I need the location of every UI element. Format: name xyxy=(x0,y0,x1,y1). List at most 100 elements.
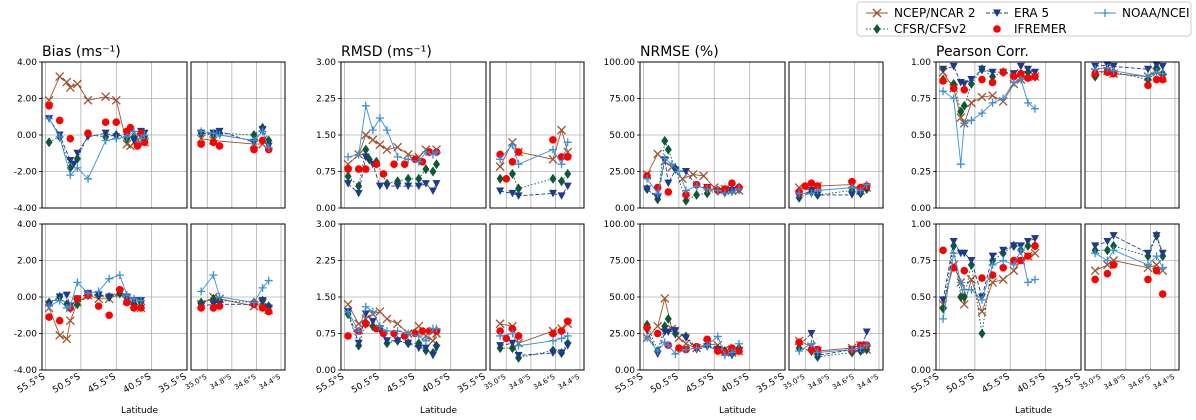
data-point xyxy=(137,134,146,143)
y-tick-label: 4.00 xyxy=(17,220,37,230)
data-point xyxy=(660,154,669,163)
data-point xyxy=(967,285,976,294)
data-point xyxy=(653,194,662,202)
data-point xyxy=(514,192,523,200)
legend-marker xyxy=(873,24,881,34)
data-point xyxy=(728,179,736,187)
data-point xyxy=(375,307,385,317)
data-point xyxy=(215,131,224,139)
data-point xyxy=(344,180,353,188)
data-point xyxy=(1010,256,1018,265)
data-point xyxy=(643,323,651,332)
data-point xyxy=(73,278,82,287)
data-point xyxy=(703,341,712,350)
x-tick-label: 34.4°S xyxy=(856,373,881,392)
data-point xyxy=(548,154,558,164)
data-point xyxy=(137,296,146,305)
data-point xyxy=(653,149,663,159)
series-group xyxy=(938,66,1168,128)
data-point xyxy=(967,76,976,84)
series-line xyxy=(347,147,437,187)
data-point xyxy=(692,344,701,353)
data-point xyxy=(1023,65,1032,74)
data-point xyxy=(382,337,391,345)
data-point xyxy=(1024,252,1032,260)
data-point xyxy=(197,304,205,312)
y-tick-label: -2.00 xyxy=(14,330,38,340)
data-point xyxy=(671,349,680,358)
data-point xyxy=(354,327,363,336)
data-point xyxy=(807,330,816,338)
data-point xyxy=(681,186,690,195)
series-line xyxy=(347,305,437,342)
data-point xyxy=(83,174,92,183)
data-point xyxy=(1110,240,1118,251)
axes-frame xyxy=(1084,223,1180,371)
data-point xyxy=(393,152,402,161)
data-point xyxy=(496,173,504,184)
data-point xyxy=(368,126,377,135)
data-point xyxy=(735,339,744,348)
data-point xyxy=(94,302,103,310)
data-point xyxy=(714,347,722,355)
x-axis-label: Latitude xyxy=(420,406,458,416)
data-point xyxy=(393,327,402,336)
axes-frame xyxy=(190,61,286,209)
y-tick-label: 0.00 xyxy=(17,131,37,141)
y-tick-label: 0.00 xyxy=(316,204,336,214)
data-point xyxy=(795,189,804,198)
data-point xyxy=(862,341,871,350)
data-point xyxy=(55,132,64,141)
x-tick-label: 35.0°S xyxy=(483,373,508,392)
data-point xyxy=(382,314,392,324)
data-point xyxy=(209,129,218,138)
data-point xyxy=(1152,61,1161,69)
y-tick-label: 100.00 xyxy=(604,58,636,68)
data-point xyxy=(130,304,138,312)
data-point xyxy=(1023,98,1032,107)
data-point xyxy=(361,319,370,328)
x-tick-label: 34.8°S xyxy=(208,373,233,392)
legend-label: IFREMER xyxy=(1014,22,1067,36)
data-point xyxy=(957,106,965,117)
data-point xyxy=(508,189,517,198)
data-point xyxy=(713,332,722,341)
data-point xyxy=(847,345,856,354)
data-point xyxy=(1143,249,1152,258)
data-point xyxy=(343,299,353,309)
data-point xyxy=(949,238,958,246)
data-point xyxy=(209,271,218,280)
data-point xyxy=(66,171,75,180)
data-point xyxy=(66,302,75,311)
x-tick-label: 34.8°S xyxy=(507,373,532,392)
data-point xyxy=(664,313,672,324)
x-tick-label: 50.5°S xyxy=(51,372,82,396)
data-point xyxy=(1103,238,1112,246)
series-line xyxy=(942,248,1036,319)
y-tick-label: 0.00 xyxy=(911,366,931,376)
data-point xyxy=(496,342,505,350)
series-group xyxy=(45,102,273,154)
data-point xyxy=(45,313,53,321)
x-tick-label: 34.6°S xyxy=(532,373,557,392)
data-point xyxy=(1016,75,1025,84)
data-point xyxy=(681,334,690,342)
data-point xyxy=(414,331,423,340)
data-point xyxy=(502,334,511,343)
data-point xyxy=(361,130,371,140)
legend-item: IFREMER xyxy=(993,22,1067,36)
data-point xyxy=(549,329,557,338)
x-tick-label: 50.5°S xyxy=(945,372,976,396)
data-point xyxy=(508,140,517,149)
data-point xyxy=(801,182,810,190)
data-point xyxy=(1143,65,1152,74)
data-point xyxy=(105,274,114,283)
data-point xyxy=(249,298,258,307)
data-point xyxy=(122,291,131,300)
data-point xyxy=(382,145,392,155)
data-point xyxy=(258,136,267,145)
data-point xyxy=(1103,245,1111,256)
y-tick-label: 2.00 xyxy=(17,95,37,105)
data-point xyxy=(72,79,82,89)
